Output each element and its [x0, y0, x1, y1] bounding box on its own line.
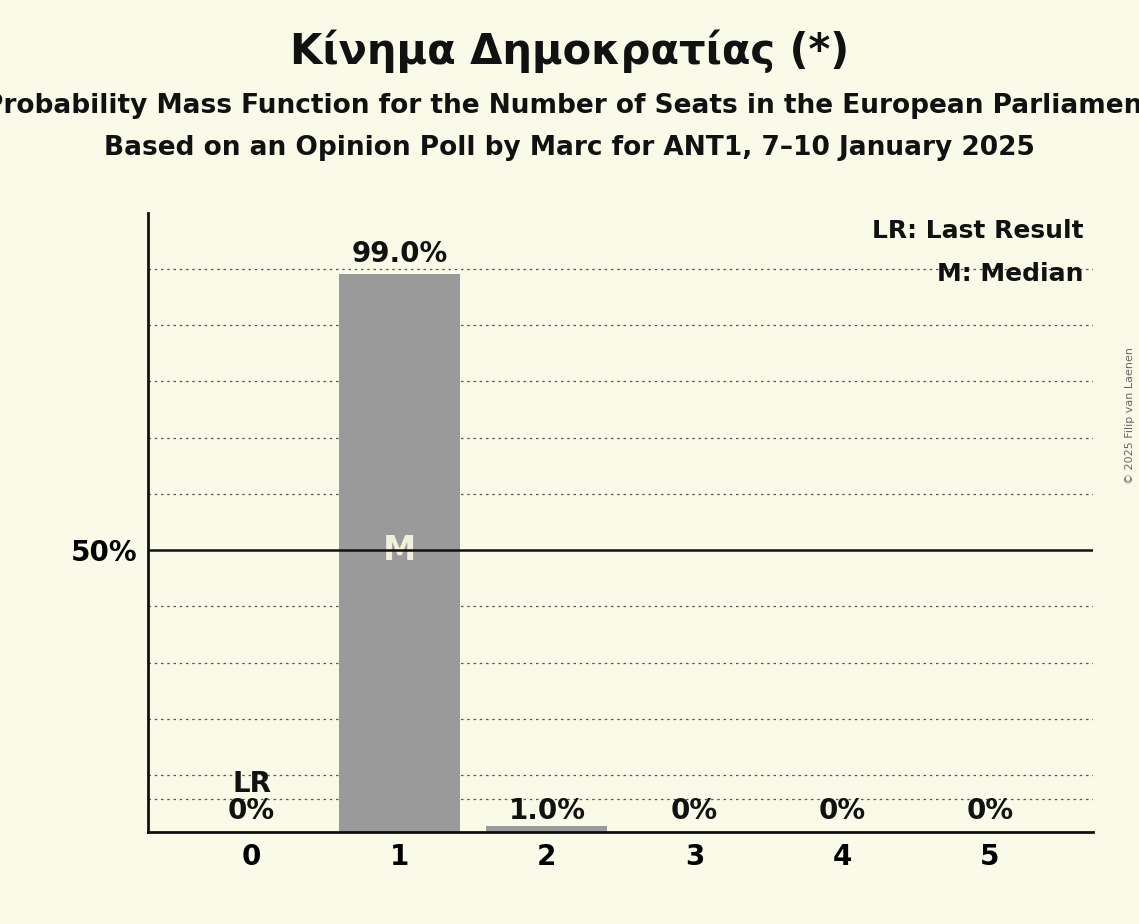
- Text: 0%: 0%: [671, 796, 719, 825]
- Text: M: M: [383, 534, 416, 566]
- Text: LR: Last Result: LR: Last Result: [872, 219, 1084, 243]
- Bar: [486, 826, 607, 832]
- Text: Κίνημα Δημοκρατίας (*): Κίνημα Δημοκρατίας (*): [289, 29, 850, 73]
- Text: Based on an Opinion Poll by Marc for ANT1, 7–10 January 2025: Based on an Opinion Poll by Marc for ANT…: [104, 135, 1035, 161]
- Text: Probability Mass Function for the Number of Seats in the European Parliament: Probability Mass Function for the Number…: [0, 93, 1139, 119]
- Bar: [338, 274, 460, 832]
- Text: 0%: 0%: [819, 796, 866, 825]
- Text: 99.0%: 99.0%: [351, 239, 448, 268]
- Text: LR: LR: [232, 770, 271, 797]
- Text: 0%: 0%: [966, 796, 1014, 825]
- Text: 1.0%: 1.0%: [508, 796, 585, 825]
- Text: 0%: 0%: [228, 796, 276, 825]
- Text: © 2025 Filip van Laenen: © 2025 Filip van Laenen: [1125, 347, 1134, 484]
- Text: M: Median: M: Median: [937, 262, 1084, 286]
